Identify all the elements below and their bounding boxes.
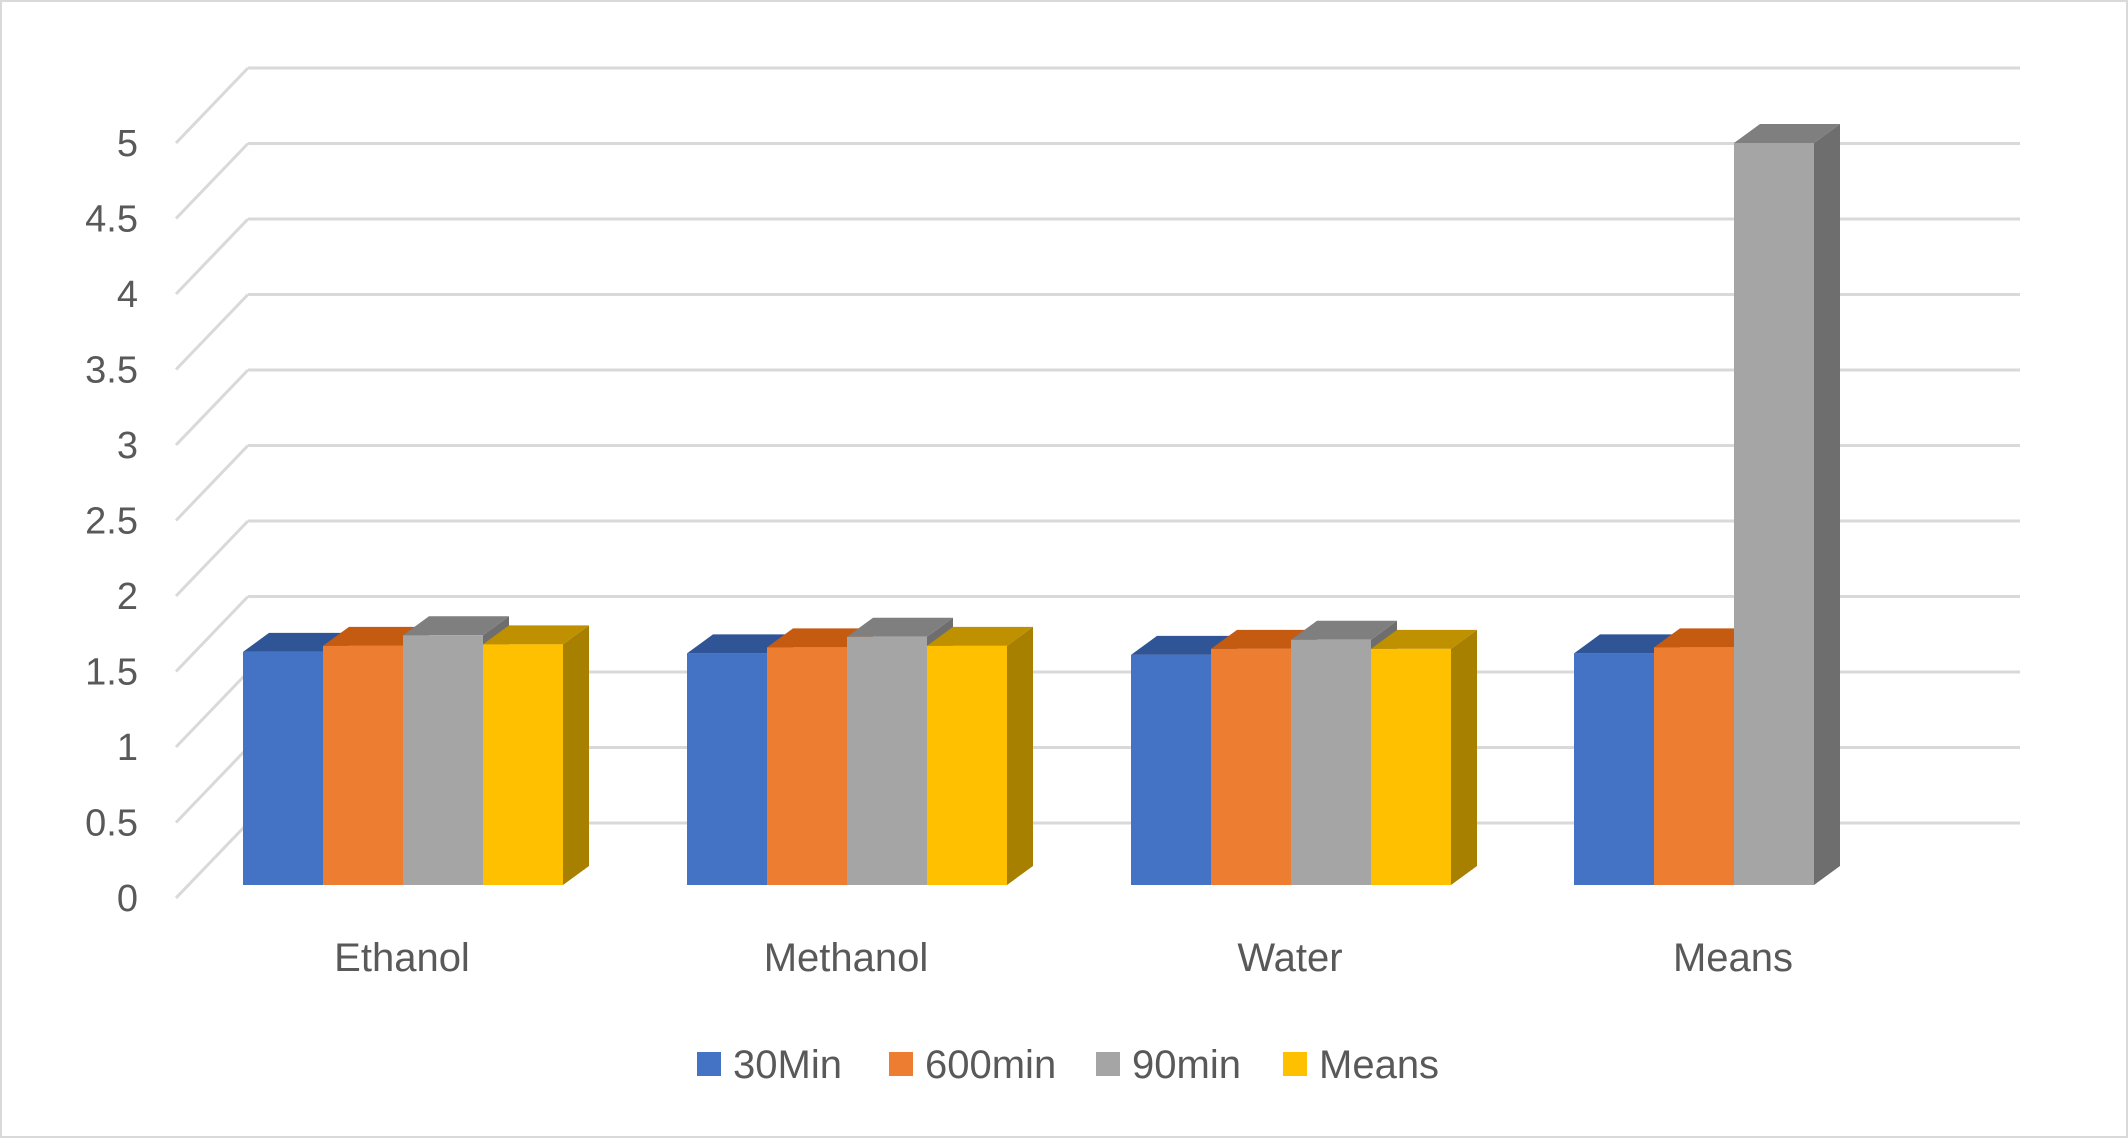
y-tick-label: 2.5 [85, 501, 138, 543]
gridline-diagonal [174, 595, 250, 673]
category-label: Water [1237, 936, 1342, 980]
bar [483, 625, 589, 885]
bar-top [1574, 634, 1680, 654]
gridline-diagonal [174, 821, 250, 900]
gridline-diagonal [174, 368, 250, 447]
bar-side [1451, 629, 1477, 885]
legend-label: Means [1319, 1043, 1439, 1087]
bar-front [1131, 654, 1211, 885]
gridline-diagonal [174, 293, 250, 371]
y-tick-label: 2 [117, 576, 138, 618]
gridline-diagonal [174, 66, 250, 145]
y-tick-label: 3 [117, 425, 138, 467]
bar-front [1291, 639, 1371, 885]
x-axis-categories: Ethanol Methanol Water Means [334, 936, 1793, 980]
bar-top [1654, 628, 1760, 648]
gridline-diagonal [174, 142, 250, 220]
legend-label: 600min [925, 1043, 1056, 1087]
bar-side [1814, 124, 1840, 885]
gridline-diagonal [174, 746, 250, 824]
bar-front [767, 647, 847, 885]
y-axis-ticks: 0 0.5 1 1.5 2 2.5 3 3.5 4 4.5 5 [85, 123, 138, 920]
category-label: Ethanol [334, 936, 470, 980]
bar-side [563, 625, 589, 885]
category-label: Methanol [764, 936, 929, 980]
bar-top [1291, 620, 1397, 640]
bar-front [1371, 648, 1451, 885]
legend-swatch [889, 1052, 913, 1076]
gridline-diagonal [174, 444, 250, 522]
bar-top [1211, 629, 1317, 649]
bar [927, 626, 1033, 885]
bar-front [1574, 653, 1654, 885]
bar [1734, 124, 1840, 885]
legend-label: 30Min [733, 1043, 842, 1087]
bar [1371, 629, 1477, 885]
bar-front [323, 645, 403, 885]
bar-top [483, 625, 589, 645]
legend: 30Min 600min 90min Means [697, 1043, 1439, 1087]
bar-front [927, 645, 1007, 885]
bar-top [847, 617, 953, 637]
bar-top [1734, 124, 1840, 143]
bar-front [483, 644, 563, 885]
bar-top [1371, 629, 1477, 649]
bar-front [687, 653, 767, 885]
bar-top [687, 634, 793, 654]
legend-swatch [1283, 1052, 1307, 1076]
gridline-diagonal [174, 217, 250, 296]
y-tick-label: 4.5 [85, 199, 138, 241]
bar-top [243, 632, 349, 652]
legend-swatch [697, 1052, 721, 1076]
gridline-diagonal [174, 519, 250, 598]
bars [243, 124, 1840, 885]
y-tick-label: 5 [117, 123, 138, 165]
y-tick-label: 1.5 [85, 652, 138, 694]
bar-front [1211, 648, 1291, 885]
y-tick-label: 4 [117, 274, 138, 316]
y-tick-label: 3.5 [85, 350, 138, 392]
bar-top [323, 626, 429, 646]
bar-top [1131, 635, 1237, 655]
legend-label: 90min [1132, 1043, 1241, 1087]
legend-swatch [1096, 1052, 1120, 1076]
bar-top [403, 616, 509, 636]
bar-top [767, 628, 873, 648]
bar-front [243, 651, 323, 885]
bar-front [403, 635, 483, 885]
bar-top [927, 626, 1033, 646]
y-tick-label: 0 [117, 878, 138, 920]
bar-front [1734, 143, 1814, 885]
bar-front [847, 636, 927, 885]
bar-side [1007, 626, 1033, 885]
gridline-diagonal [174, 670, 250, 749]
y-tick-label: 1 [117, 727, 138, 769]
category-label: Means [1673, 936, 1793, 980]
y-tick-label: 0.5 [85, 803, 138, 845]
bar-front [1654, 647, 1734, 885]
